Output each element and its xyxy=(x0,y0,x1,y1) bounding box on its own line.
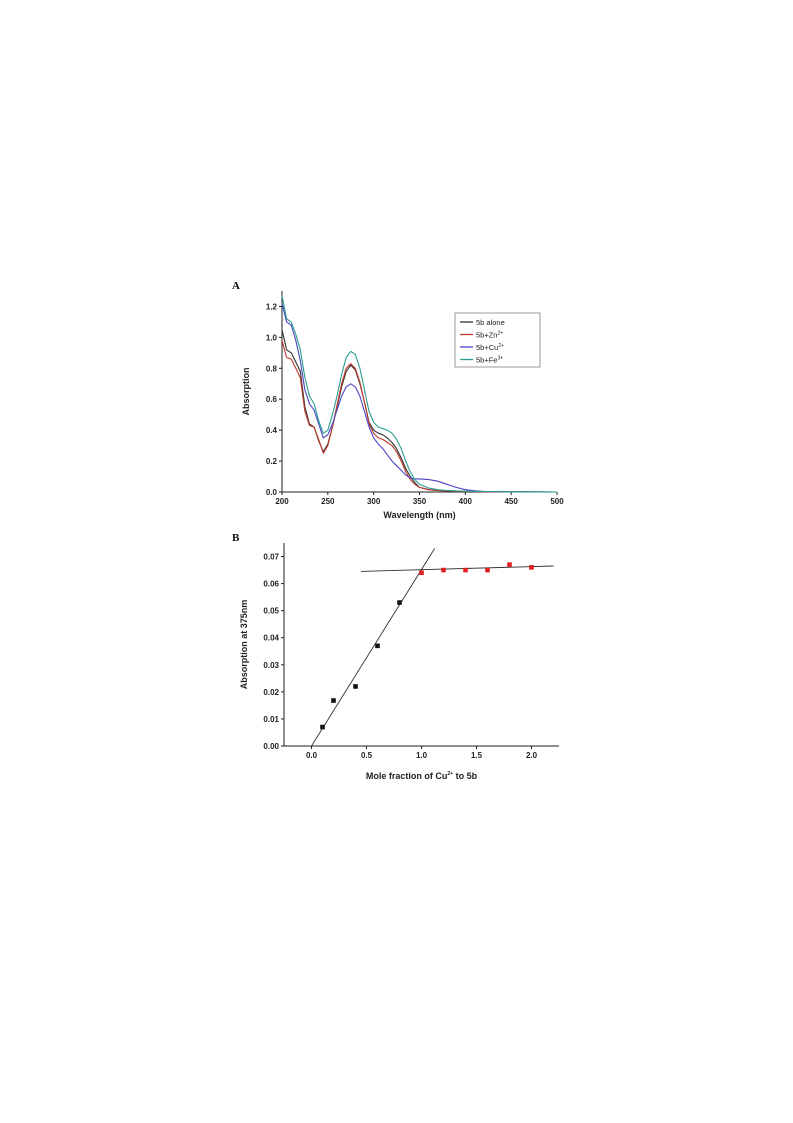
x-tick-label: 300 xyxy=(367,497,381,506)
legend-entry-2: 5b+Cu2+ xyxy=(476,343,504,352)
y-axis-label: Absorption at 375nm xyxy=(239,600,249,690)
y-tick-label: 0.4 xyxy=(266,426,278,435)
y-tick-label: 0.07 xyxy=(263,553,279,562)
data-point xyxy=(331,698,336,703)
y-tick-label: 0.06 xyxy=(263,580,279,589)
series-line-1 xyxy=(281,340,558,493)
data-point xyxy=(441,567,446,573)
y-tick-label: 0.02 xyxy=(263,688,279,697)
x-tick-label: 1.0 xyxy=(416,751,428,760)
legend-entry-text: 5b+Cu xyxy=(476,343,498,352)
data-point xyxy=(529,565,534,570)
y-axis-label: Absorption xyxy=(241,368,251,416)
y-tick-label: 0.03 xyxy=(263,661,279,670)
y-tick-label: 0.0 xyxy=(266,488,278,497)
x-tick-label: 0.5 xyxy=(361,751,373,760)
legend-entry-0: 5b alone xyxy=(476,318,505,327)
x-tick-label: 250 xyxy=(321,497,335,506)
x-tick-label: 2.0 xyxy=(526,751,538,760)
legend-entry-superscript: 3+ xyxy=(497,356,503,362)
y-tick-label: 0.2 xyxy=(266,457,278,466)
y-tick-label: 1.0 xyxy=(266,333,278,342)
legend-entry-1: 5b+Zn2+ xyxy=(476,331,503,340)
data-point xyxy=(320,724,325,730)
y-tick-label: 0.01 xyxy=(263,715,279,724)
x-tick-label: 450 xyxy=(504,497,518,506)
y-tick-label: 0.04 xyxy=(263,634,279,643)
x-tick-label: 200 xyxy=(275,497,289,506)
legend-entry-3: 5b+Fe3+ xyxy=(476,356,503,365)
y-tick-label: 0.05 xyxy=(263,607,279,616)
legend-entry-text: 5b+Zn xyxy=(476,331,497,340)
chart-b: 0.0 0.5 1.0 1.5 2.0 0.00 0.01 0.02 0.03 0.04 0.05 0… xyxy=(239,543,559,781)
data-point xyxy=(397,600,402,605)
fit-line-1 xyxy=(360,565,554,572)
data-point xyxy=(375,643,380,649)
y-tick-label: 0.8 xyxy=(266,364,278,373)
x-axis-label-text: Mole fraction of Cu xyxy=(366,771,448,781)
legend-entry-text: 5b+Fe xyxy=(476,356,497,365)
x-axis-label-tail: to 5b xyxy=(453,771,478,781)
y-tick-label: 0.00 xyxy=(263,742,279,751)
x-tick-label: 400 xyxy=(459,497,473,506)
legend-entry-superscript: 2+ xyxy=(498,343,504,349)
x-axis-label: Mole fraction of Cu2+ to 5b xyxy=(366,771,478,781)
x-axis-label-superscript: 2+ xyxy=(447,771,453,777)
series-line-2 xyxy=(281,303,558,493)
x-tick-label: 500 xyxy=(550,497,564,506)
y-tick-label: 0.6 xyxy=(266,395,278,404)
chart-a: 200 250 300 350 400 450 500 0.0 0.2 0.4 0.6 0.8 1.0 1… xyxy=(241,291,564,520)
legend-entry-text: 5b alone xyxy=(476,318,505,327)
x-tick-label: 0.0 xyxy=(306,751,318,760)
fit-line-0 xyxy=(311,548,436,747)
x-tick-label: 1.5 xyxy=(471,751,483,760)
data-point xyxy=(463,567,468,573)
x-axis-label: Wavelength (nm) xyxy=(383,510,455,520)
data-point xyxy=(419,570,424,576)
data-point xyxy=(353,684,358,689)
y-tick-label: 1.2 xyxy=(266,302,278,311)
data-point xyxy=(485,567,490,573)
series-line-3 xyxy=(281,295,558,493)
data-point xyxy=(507,562,512,567)
panel-b-letter: B xyxy=(232,532,240,544)
panel-a-letter: A xyxy=(232,280,240,292)
legend-entry-superscript: 2+ xyxy=(497,331,503,337)
x-tick-label: 350 xyxy=(413,497,427,506)
